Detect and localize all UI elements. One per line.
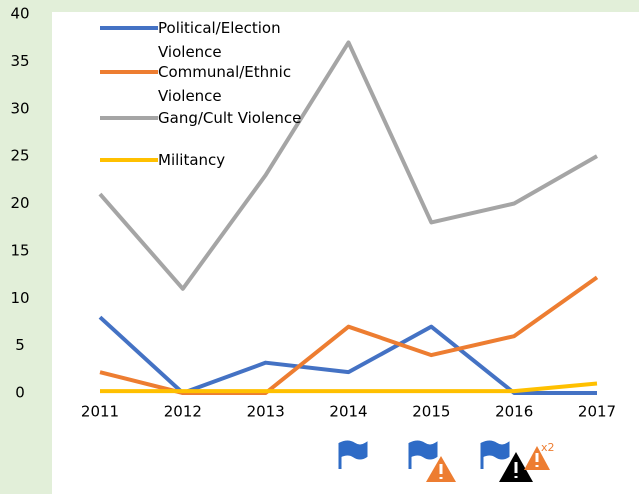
- flag-icon: [338, 440, 368, 469]
- y-tick-label: 20: [10, 194, 29, 212]
- y-tick-label: 0: [15, 384, 25, 402]
- y-tick-label: 35: [10, 52, 29, 70]
- icons: [338, 440, 550, 482]
- x-tick-label: 2011: [81, 403, 119, 421]
- y-tick-label: 30: [10, 99, 29, 117]
- x-tick-label: 2015: [412, 403, 450, 421]
- x-tick-label: 2017: [578, 403, 616, 421]
- legend-label: Political/Election Violence: [158, 19, 281, 61]
- y-tick-label: 10: [10, 289, 29, 307]
- flag-icon: [480, 440, 510, 469]
- x-tick-label: 2013: [247, 403, 285, 421]
- icon-count: x2: [541, 441, 555, 454]
- plot-area: [52, 12, 639, 494]
- x-tick-label: 2012: [164, 403, 202, 421]
- series-line: [100, 381, 598, 394]
- legend-label: Gang/Cult Violence: [158, 109, 302, 127]
- x-tick-label: 2016: [495, 403, 533, 421]
- y-tick-label: 25: [10, 147, 29, 165]
- y-tick-label: 40: [10, 5, 29, 23]
- legend-label: Militancy: [158, 151, 226, 169]
- y-tick-label: 5: [15, 336, 25, 354]
- series-line: [98, 40, 598, 291]
- x-tick-label: 2014: [329, 403, 367, 421]
- flag-icon: [408, 440, 438, 469]
- y-tick-label: 15: [10, 241, 29, 259]
- legend-label: Communal/Ethnic Violence: [158, 63, 292, 105]
